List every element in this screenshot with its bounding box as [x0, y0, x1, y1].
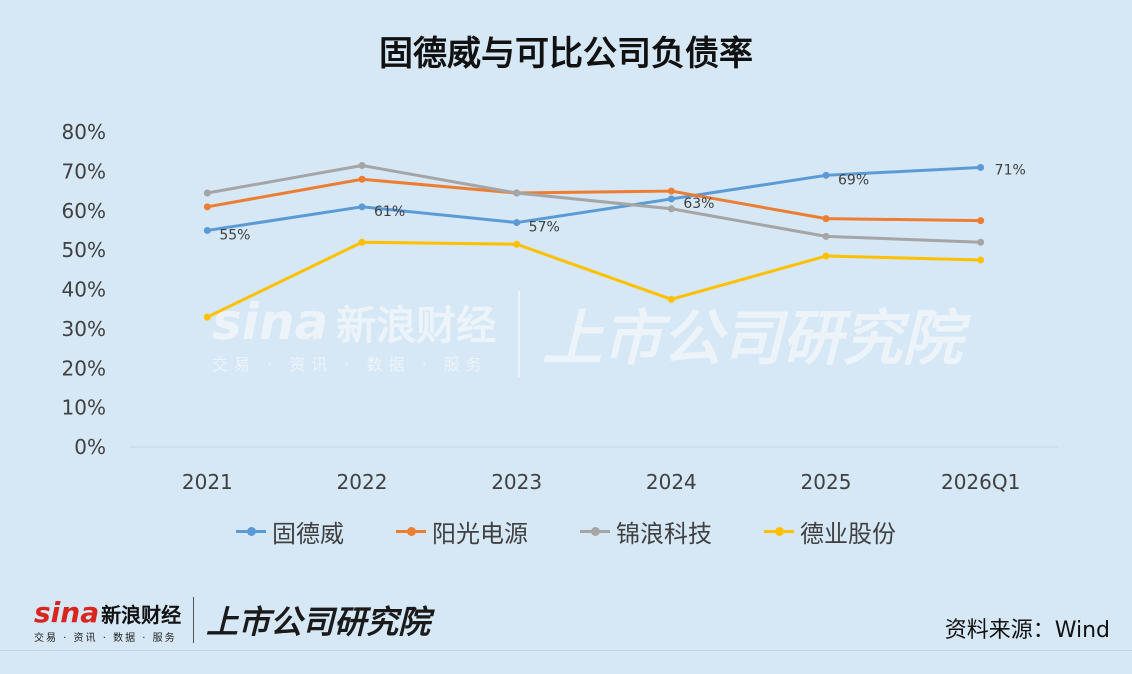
data-label: 69% — [838, 172, 869, 188]
x-tick-label: 2022 — [337, 470, 388, 494]
footer-logo-divider — [193, 597, 195, 643]
legend-label: 固德威 — [272, 520, 344, 548]
data-point — [822, 215, 830, 223]
legend-label: 锦浪科技 — [616, 520, 712, 548]
series-line-3 — [206, 240, 981, 319]
legend-item: 固德威 — [236, 514, 344, 549]
bottom-divider — [0, 650, 1132, 651]
sina-finance-subtitle: 交易 · 资讯 · 数据 · 服务 — [34, 633, 177, 644]
chart-title: 固德威与可比公司负债率 — [379, 34, 753, 74]
data-point — [203, 189, 211, 197]
data-point — [667, 187, 675, 195]
y-tick-label: 30% — [62, 317, 106, 341]
y-tick-label: 60% — [62, 199, 106, 223]
data-point — [667, 195, 675, 203]
data-point — [358, 175, 366, 183]
x-tick-label: 2023 — [491, 470, 542, 494]
x-tick-label: 2025 — [801, 470, 852, 494]
data-point — [822, 232, 830, 240]
data-point — [513, 189, 521, 197]
series-line-1 — [207, 177, 981, 223]
y-tick-label: 80% — [62, 120, 106, 144]
y-tick-label: 20% — [62, 356, 106, 380]
data-point — [358, 161, 366, 169]
data-point — [203, 313, 211, 321]
x-tick-label: 2026Q1 — [941, 470, 1020, 494]
sina-logo: sina — [34, 596, 100, 629]
y-tick-label: 10% — [62, 396, 106, 420]
data-point — [977, 217, 985, 225]
data-point — [667, 205, 675, 213]
data-point — [977, 163, 985, 171]
data-point — [667, 295, 675, 303]
legend-swatch — [580, 527, 610, 536]
data-point — [358, 238, 366, 246]
data-point — [513, 240, 521, 248]
x-tick-label: 2024 — [646, 470, 697, 494]
data-point — [203, 203, 211, 211]
y-tick-label: 50% — [62, 238, 106, 262]
data-point — [822, 171, 830, 179]
data-point — [513, 219, 521, 227]
source-note: 资料来源：Wind — [944, 618, 1110, 643]
data-point — [358, 203, 366, 211]
data-point — [822, 252, 830, 260]
y-tick-label: 0% — [74, 435, 106, 459]
data-label: 61% — [374, 204, 405, 220]
legend-label: 阳光电源 — [432, 520, 528, 548]
series-line-0 — [207, 165, 981, 232]
series-line-2 — [207, 163, 981, 244]
sina-finance-name: 新浪财经 — [101, 603, 182, 627]
data-label: 71% — [995, 162, 1026, 178]
legend-item: 锦浪科技 — [580, 514, 712, 549]
data-point — [977, 256, 985, 264]
legend-item: 德业股份 — [764, 514, 896, 549]
legend-swatch — [396, 527, 426, 536]
x-tick-label: 2021 — [182, 470, 233, 494]
legend-swatch — [236, 527, 266, 536]
y-tick-label: 40% — [62, 278, 106, 302]
legend-swatch — [764, 527, 794, 536]
data-label: 63% — [683, 196, 714, 212]
data-point — [203, 226, 211, 234]
legend-item: 阳光电源 — [396, 514, 528, 549]
y-tick-label: 70% — [62, 159, 106, 183]
data-label: 55% — [219, 227, 250, 243]
data-point — [977, 238, 985, 246]
research-institute-logo: 上市公司研究院 — [206, 603, 431, 641]
footer-logo: sina 新浪财经 交易 · 资讯 · 数据 · 服务 上市公司研究院 — [34, 596, 430, 644]
legend-label: 德业股份 — [800, 520, 896, 548]
legend: 固德威 阳光电源 锦浪科技 德业股份 — [0, 514, 1132, 549]
data-label: 57% — [529, 220, 560, 236]
